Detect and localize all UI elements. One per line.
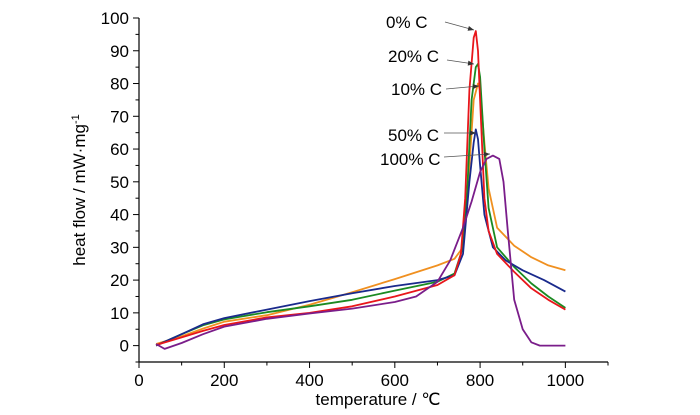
x-tick-label: 600 [381,371,409,390]
annotation-arrowhead [467,26,474,31]
y-tick-label: 10 [110,304,129,323]
annotation-label: 50% C [388,126,439,145]
y-ticks: 0 10 20 30 40 50 60 70 80 90 100 [101,9,139,363]
series-line-50cc [155,128,566,347]
y-tick-label: 70 [110,107,129,126]
y-tick-label: 0 [120,337,129,356]
annotation-label: 20% C [388,47,439,66]
x-tick-label: 400 [295,371,323,390]
series-line-0cc [155,30,566,346]
x-tick-label: 0 [134,371,143,390]
series-line-20cc [155,63,566,347]
x-tick-label: 800 [466,371,494,390]
y-tick-label: 40 [110,206,129,225]
y-tick-label: 60 [110,140,129,159]
annotations-layer: 0% C 20% C 10% C 50% C 100% C [380,13,491,169]
y-tick-label: 50 [110,173,129,192]
x-ticks: 0 200 400 600 800 1000 [134,362,609,390]
annotation-arrowhead [470,130,476,136]
annotation-leader-line [443,153,491,158]
x-tick-label: 1000 [546,371,584,390]
y-axis-title-main: heat flow / mW·mg [70,124,89,266]
y-axis-title-superscript: -1 [70,114,82,124]
y-axis-title: heat flow / mW·mg-1 [70,114,89,265]
x-axis-title: temperature / ℃ [316,390,441,409]
y-tick-label: 80 [110,75,129,94]
annotation-label: 0% C [386,13,428,32]
y-tick-label: 30 [110,238,129,257]
annotation-label: 10% C [391,80,442,99]
series-line-100cc [155,154,566,350]
annotation-label: 100% C [380,150,440,169]
axes-layer: 0 200 400 600 800 1000 0 10 20 30 40 50 60 70 80 90 100 [101,9,609,390]
annotation-arrowhead [472,84,479,89]
y-tick-label: 90 [110,42,129,61]
x-tick-label: 200 [210,371,238,390]
curves-layer [155,30,566,350]
annotation-arrowhead [467,60,474,66]
y-tick-label: 100 [101,9,129,28]
annotation-arrowhead [483,151,490,157]
y-tick-label: 20 [110,271,129,290]
